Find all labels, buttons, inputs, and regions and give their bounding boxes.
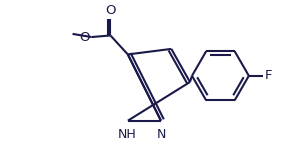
Text: N: N: [156, 128, 166, 141]
Text: O: O: [105, 4, 116, 17]
Text: F: F: [264, 69, 272, 82]
Text: NH: NH: [118, 128, 137, 141]
Text: O: O: [79, 31, 90, 44]
